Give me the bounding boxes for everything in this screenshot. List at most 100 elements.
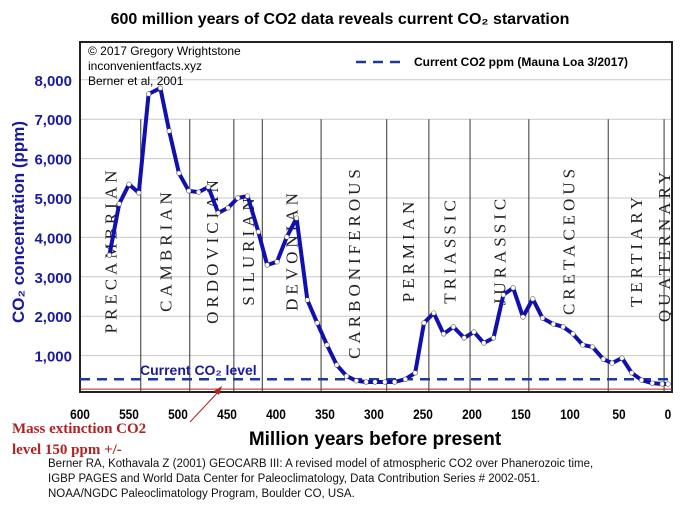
data-point — [166, 128, 172, 134]
data-point — [353, 378, 359, 384]
data-point — [638, 377, 645, 383]
data-point — [481, 340, 487, 346]
current-level-label: Current CO₂ level — [140, 362, 257, 378]
x-tick-label: 550 — [119, 406, 139, 422]
period-label: SILURIAN — [239, 194, 258, 305]
citation-line: Berner RA, Kothavala Z (2001) GEOCARB II… — [48, 458, 593, 470]
y-tick-labels: 1,000 2,000 3,000 4,000 5,000 6,000 7,000 8,000 — [34, 73, 72, 366]
data-point — [146, 91, 152, 97]
x-tick-label: 200 — [462, 406, 482, 422]
data-point — [520, 314, 526, 320]
data-point — [402, 376, 408, 382]
y-tick-label: 1,000 — [34, 349, 72, 366]
data-point — [382, 379, 388, 385]
x-axis-title: Million years before present — [249, 429, 502, 450]
data-point — [431, 310, 437, 316]
plot-frame — [79, 41, 673, 393]
data-point — [412, 370, 418, 376]
legend: Current CO2 ppm (Mauna Loa 3/2017) — [356, 55, 628, 69]
y-tick-label: 4,000 — [34, 230, 72, 247]
data-point — [461, 335, 467, 341]
y-tick-label: 2,000 — [34, 309, 72, 326]
x-tick-label: 0 — [665, 406, 672, 422]
data-point — [215, 210, 221, 216]
data-point — [274, 259, 280, 265]
period-label: PERMIAN — [399, 198, 418, 303]
data-point — [560, 324, 566, 330]
x-tick-labels: 600 550 500 450 400 350 300 250 200 150 100 50 0 — [70, 406, 671, 422]
y-tick-label: 6,000 — [34, 152, 72, 169]
data-point — [659, 381, 665, 387]
data-point — [264, 262, 270, 268]
data-point — [440, 331, 447, 337]
data-point — [293, 215, 300, 221]
data-point — [116, 201, 122, 207]
data-point — [600, 356, 606, 362]
period-label: CRETACEOUS — [560, 165, 579, 315]
x-tick-label: 500 — [168, 406, 188, 422]
credit-line: inconvenientfacts.xyz — [88, 59, 202, 73]
data-point — [391, 379, 398, 385]
y-tick-label: 7,000 — [34, 112, 72, 129]
data-point — [580, 342, 586, 348]
data-point — [235, 195, 241, 201]
x-tick-label: 400 — [266, 406, 286, 422]
co2-series — [106, 85, 671, 387]
extinction-annotation: Mass extinction CO2 level 150 ppm +/- — [12, 386, 222, 458]
data-point — [314, 320, 320, 326]
citation-line: IGBP PAGES and World Data Center for Pal… — [48, 473, 540, 485]
annotation-arrow — [189, 389, 221, 423]
x-tick-label: 50 — [612, 406, 625, 422]
data-point — [510, 285, 516, 291]
data-point — [195, 189, 202, 195]
y-tick-label: 3,000 — [34, 270, 72, 287]
arrow-head-icon — [214, 386, 222, 395]
period-label: TRIASSIC — [440, 196, 459, 304]
data-point — [176, 170, 182, 176]
data-point — [589, 344, 596, 350]
data-point — [570, 331, 576, 337]
data-point — [136, 190, 142, 196]
data-point — [205, 184, 211, 190]
data-point — [649, 380, 655, 386]
data-point — [539, 315, 546, 321]
co2-line — [107, 86, 668, 386]
x-tick-label: 250 — [413, 406, 433, 422]
data-point — [284, 234, 290, 240]
data-point — [421, 320, 427, 326]
data-point — [530, 296, 536, 302]
citation: Berner RA, Kothavala Z (2001) GEOCARB II… — [48, 458, 593, 500]
data-point — [304, 297, 310, 303]
data-point — [372, 379, 378, 385]
x-tick-label: 150 — [511, 406, 531, 422]
data-point — [500, 292, 506, 298]
data-point — [186, 188, 192, 194]
citation-line: NOAA/NGDC Paleoclimatology Program, Boul… — [48, 488, 355, 500]
data-point — [550, 321, 556, 327]
period-label: TERTIARY — [627, 193, 646, 307]
data-point — [629, 370, 635, 376]
credit-text: © 2017 Gregory Wrightstone inconvenientf… — [88, 44, 241, 88]
data-point — [609, 360, 615, 366]
data-point — [471, 329, 477, 335]
x-tick-label: 600 — [70, 406, 90, 422]
data-point — [665, 381, 671, 387]
y-tick-label: 8,000 — [34, 73, 72, 90]
period-label: QUATERNARY — [655, 168, 674, 322]
legend-label: Current CO2 ppm (Mauna Loa 3/2017) — [414, 55, 628, 69]
chart-title: 600 million years of CO2 data reveals cu… — [111, 11, 570, 28]
data-point — [244, 193, 251, 199]
reference-lines — [80, 377, 672, 390]
extinction-text: level 150 ppm +/- — [12, 442, 122, 458]
period-label: CAMBRIAN — [156, 188, 175, 312]
data-point — [619, 355, 625, 361]
y-axis-title: CO₂ concentration (ppm) — [9, 121, 28, 323]
data-point — [324, 342, 330, 348]
data-point — [343, 373, 350, 379]
data-point — [157, 85, 163, 91]
x-tick-label: 350 — [315, 406, 335, 422]
extinction-text: Mass extinction CO2 — [12, 421, 146, 437]
data-point — [106, 252, 112, 258]
y-tick-label: 5,000 — [34, 191, 72, 208]
